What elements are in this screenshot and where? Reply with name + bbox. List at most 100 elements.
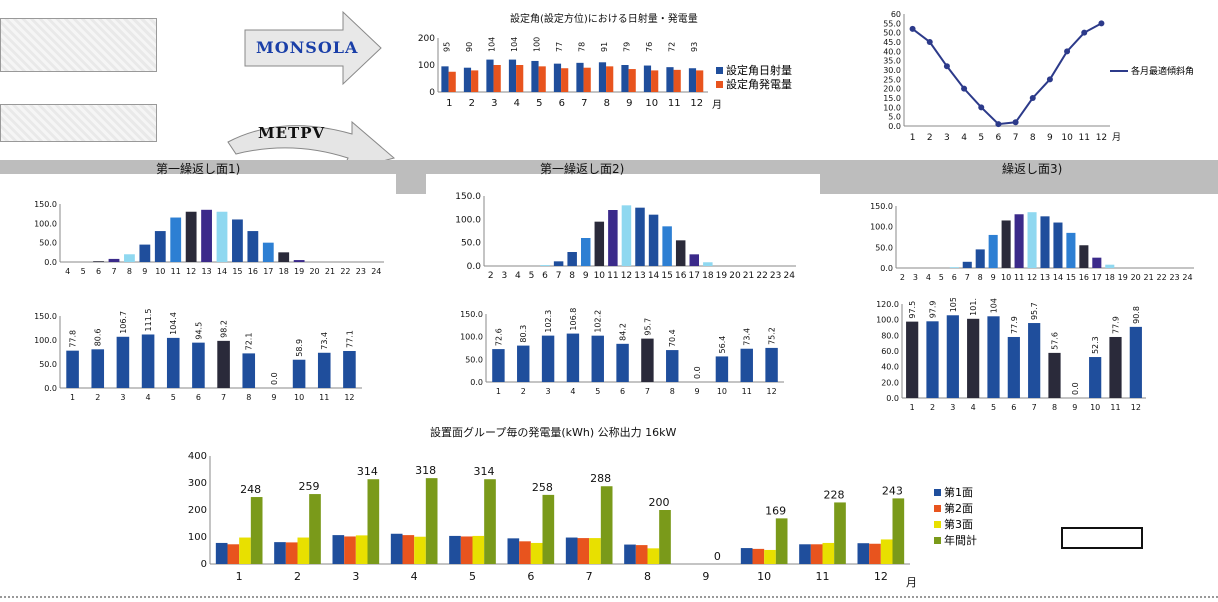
bottom-bar-s1-5 bbox=[519, 541, 531, 564]
section-band-right bbox=[820, 174, 1218, 194]
svg-f3h-xtick-3: 5 bbox=[939, 273, 944, 282]
line-ytick-0: 0.0 bbox=[888, 122, 901, 131]
monsola-arrow bbox=[244, 10, 382, 86]
svg-f3h-xtick-0: 2 bbox=[900, 273, 905, 282]
svg-f2m-bar-1 bbox=[517, 345, 530, 382]
svg-f1m-barlabel-7: 72.1 bbox=[245, 333, 254, 351]
svg-f2h-xtick-0: 2 bbox=[488, 271, 494, 281]
svg-f1h-ytick-1: 50.0 bbox=[39, 239, 57, 248]
bottom-ytick-1: 100 bbox=[188, 532, 207, 543]
line-xtick-0: 1 bbox=[910, 133, 916, 143]
bottom-total-label-5: 258 bbox=[532, 481, 553, 494]
bottom-bar-s0-1 bbox=[274, 542, 286, 564]
bottom-bar-s0-3 bbox=[390, 533, 403, 564]
svg-f2m-bar-10 bbox=[740, 348, 753, 382]
bottom-bar-s3-7 bbox=[659, 510, 671, 564]
bottom-bar-s3-0 bbox=[250, 497, 263, 564]
svg-f3m-barlabel-1: 97.9 bbox=[929, 300, 938, 318]
svg-f2m-barlabel-3: 106.8 bbox=[569, 308, 578, 331]
top-xtick-9: 10 bbox=[645, 98, 658, 109]
top-xtick-3: 4 bbox=[514, 98, 520, 109]
svg-f2m-ytick-0: 0.0 bbox=[470, 378, 483, 387]
svg-f1h-bar-3 bbox=[108, 258, 120, 262]
svg-f1h-xtick-14: 18 bbox=[279, 267, 289, 276]
line-legend: 各月最適傾斜角 bbox=[1110, 64, 1194, 77]
top-barlabel-6: 78 bbox=[577, 42, 586, 52]
placeholder-box-bottom bbox=[0, 104, 157, 142]
svg-f2m-barlabel-7: 70.4 bbox=[668, 329, 677, 347]
svg-f3h-ytick-1: 50.0 bbox=[875, 243, 893, 252]
svg-f3m-bar-4 bbox=[987, 316, 1000, 398]
svg-f2m-xtick-5: 6 bbox=[620, 387, 625, 396]
bottom-xtick-11: 12 bbox=[874, 570, 888, 583]
top-barlabel-2: 104 bbox=[487, 37, 496, 52]
line-point-4 bbox=[978, 104, 985, 111]
bottom-legend-0-label: 第1面 bbox=[944, 486, 973, 499]
svg-f1m-barlabel-4: 104.4 bbox=[169, 312, 178, 335]
bottom-bar-s3-11 bbox=[892, 498, 905, 564]
svg-f2h-ytick-2: 100.0 bbox=[455, 215, 481, 225]
line-ytick-12: 60 bbox=[891, 10, 901, 19]
bottom-bar-s0-7 bbox=[624, 544, 636, 564]
bottom-xtick-7: 8 bbox=[644, 570, 651, 583]
svg-f2h-bar-16 bbox=[703, 262, 713, 266]
line-xtick-3: 4 bbox=[961, 133, 967, 143]
bottom-bar-s3-1 bbox=[309, 494, 321, 564]
svg-f1m-ytick-1: 50.0 bbox=[39, 360, 57, 369]
svg-f3m-xtick-5: 6 bbox=[1011, 403, 1016, 412]
svg-f2m-bar-0 bbox=[492, 349, 505, 382]
svg-f2m-xtick-1: 2 bbox=[521, 387, 526, 396]
svg-f1h-bar-7 bbox=[170, 217, 182, 262]
bottom-legend-0: 第1面 bbox=[934, 484, 973, 500]
selection-rectangle[interactable] bbox=[1061, 527, 1143, 549]
bottom-total-label-0: 248 bbox=[240, 483, 261, 496]
svg-f1h-bar-15 bbox=[293, 260, 305, 262]
svg-f2h-bar-6 bbox=[567, 252, 577, 266]
svg-f1m-xtick-4: 5 bbox=[171, 393, 176, 402]
top-bar-s1-9 bbox=[651, 70, 659, 92]
svg-f1m-xtick-7: 8 bbox=[246, 393, 251, 402]
svg-f2h-bar-10 bbox=[621, 205, 632, 266]
bottom-total-label-11: 243 bbox=[882, 484, 903, 497]
bottom-bar-s0-9 bbox=[740, 548, 753, 564]
top-bar-s1-2 bbox=[493, 65, 501, 92]
top-bar-s0-7 bbox=[598, 62, 607, 92]
svg-f2h-xtick-6: 8 bbox=[569, 271, 575, 281]
bottom-bar-s0-6 bbox=[565, 537, 578, 564]
bottom-bar-s1-10 bbox=[810, 544, 823, 564]
svg-f2h-xtick-2: 4 bbox=[515, 271, 521, 281]
svg-f1h-bar-9 bbox=[201, 209, 212, 262]
bottom-bar-s0-11 bbox=[857, 543, 870, 564]
svg-f2m-xtick-9: 10 bbox=[717, 387, 727, 396]
svg-f2h-xtick-19: 21 bbox=[743, 271, 754, 281]
svg-f1h-bar-2 bbox=[93, 261, 104, 262]
line-ytick-3: 15.0 bbox=[883, 94, 901, 103]
bottom-bar-s1-1 bbox=[285, 542, 298, 564]
svg-f3h-xtick-5: 7 bbox=[965, 273, 970, 282]
svg-f2m-barlabel-0: 72.6 bbox=[494, 328, 503, 346]
top-ytick-2: 200 bbox=[418, 34, 435, 44]
svg-f1h-bar-4 bbox=[124, 254, 135, 262]
top-bar-s1-6 bbox=[583, 67, 591, 92]
top-barlabel-11: 93 bbox=[690, 42, 699, 52]
top-barlabel-8: 79 bbox=[622, 42, 631, 52]
bottom-bar-s3-5 bbox=[542, 494, 555, 564]
top-bar-s1-3 bbox=[516, 65, 524, 92]
top-bar-s0-6 bbox=[576, 62, 584, 92]
svg-f3h-xtick-8: 10 bbox=[1001, 273, 1011, 282]
svg-f1m-barlabel-8: 0.0 bbox=[270, 372, 279, 385]
svg-f2h-xtick-7: 9 bbox=[583, 271, 589, 281]
bottom-total-label-6: 288 bbox=[590, 472, 611, 485]
svg-f1h-xtick-6: 10 bbox=[155, 267, 165, 276]
bottom-total-label-3: 318 bbox=[415, 464, 436, 477]
svg-f3m-bar-1 bbox=[926, 321, 939, 398]
svg-f2m-bar-7 bbox=[666, 350, 679, 382]
svg-f1m-xtick-8: 9 bbox=[271, 393, 276, 402]
svg-f2h-xtick-12: 14 bbox=[648, 271, 660, 281]
bottom-chart-title: 設置面グループ毎の発電量(kWh) 公称出力 16kW bbox=[430, 426, 677, 439]
top-bar-s1-5 bbox=[561, 68, 569, 92]
svg-f3h-bar-15 bbox=[1092, 257, 1102, 268]
svg-f3h-bar-12 bbox=[1053, 222, 1063, 268]
top-month-unit: 月 bbox=[712, 100, 722, 111]
